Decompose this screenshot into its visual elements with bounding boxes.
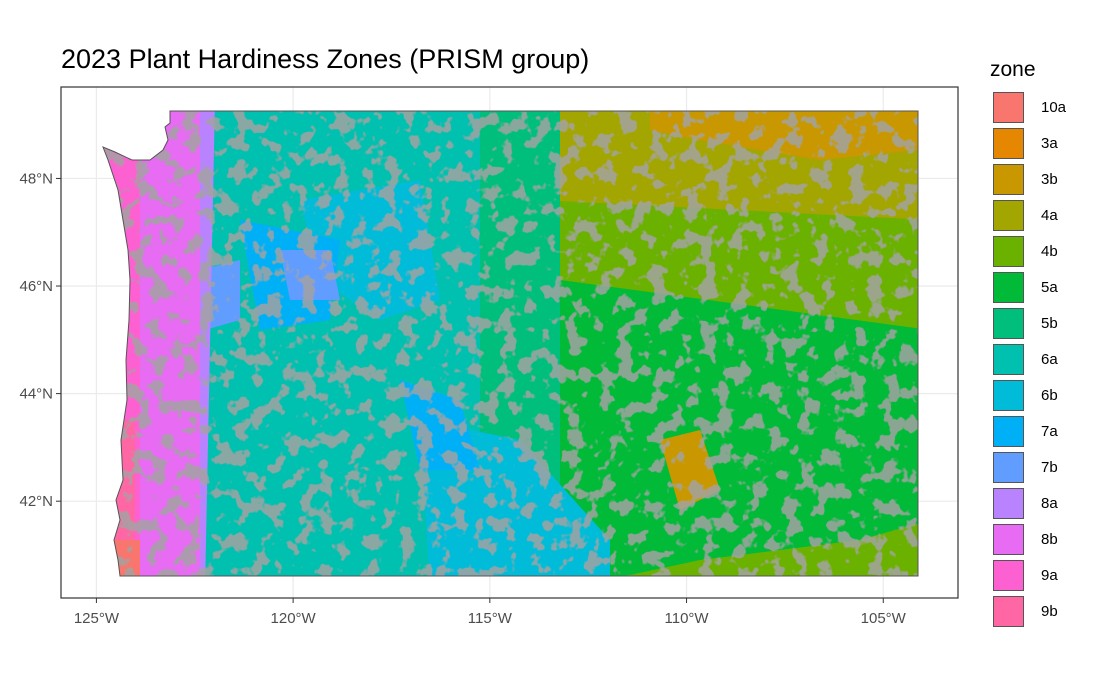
legend-item-6b: 6b — [990, 378, 1058, 414]
x-tick-label: 120°W — [271, 610, 317, 627]
legend-item-5a: 5a — [990, 270, 1058, 306]
zone-raster — [103, 111, 918, 576]
x-axis: 125°W 120°W 115°W 110°W 105°W — [74, 598, 907, 627]
x-tick-label: 125°W — [74, 610, 120, 627]
legend-swatch — [993, 164, 1024, 195]
y-tick-label: 42°N — [19, 493, 53, 510]
legend-title: zone — [990, 58, 1036, 81]
y-tick-label: 46°N — [19, 278, 53, 295]
legend-label: 7a — [1041, 423, 1058, 440]
legend-swatch — [993, 488, 1024, 519]
chart-title: 2023 Plant Hardiness Zones (PRISM group) — [61, 44, 590, 74]
legend-label: 10a — [1041, 99, 1067, 116]
legend-item-10a: 10a — [990, 90, 1066, 126]
legend-label: 6a — [1041, 351, 1058, 368]
legend-item-3b: 3b — [990, 162, 1058, 198]
legend-label: 5a — [1041, 279, 1058, 296]
x-tick-label: 110°W — [665, 610, 710, 627]
legend-item-4b: 4b — [990, 234, 1058, 270]
legend-swatch — [993, 128, 1024, 159]
legend-swatch — [993, 452, 1024, 483]
panel-border — [60, 86, 959, 599]
legend-swatch — [993, 560, 1024, 591]
legend-label: 4b — [1041, 243, 1058, 260]
legend-swatch — [993, 236, 1024, 267]
legend-swatch — [993, 416, 1024, 447]
legend-label: 3b — [1041, 171, 1058, 188]
legend-label: 5b — [1041, 315, 1058, 332]
legend-item-3a: 3a — [990, 126, 1058, 162]
legend-swatch — [993, 344, 1024, 375]
legend-label: 6b — [1041, 387, 1058, 404]
legend-item-7a: 7a — [990, 414, 1058, 450]
legend-swatch — [993, 524, 1024, 555]
x-tick-label: 105°W — [861, 610, 907, 627]
zone-contour-texture — [103, 111, 918, 576]
legend-item-8a: 8a — [990, 486, 1058, 522]
legend-label: 4a — [1041, 207, 1058, 224]
legend-label: 9a — [1041, 567, 1058, 584]
legend-item-7b: 7b — [990, 450, 1058, 486]
legend-item-9b: 9b — [990, 594, 1058, 630]
legend-item-5b: 5b — [990, 306, 1058, 342]
legend-item-6a: 6a — [990, 342, 1058, 378]
legend-item-9a: 9a — [990, 558, 1058, 594]
legend-label: 8a — [1041, 495, 1058, 512]
legend-swatch — [993, 596, 1024, 627]
legend-item-4a: 4a — [990, 198, 1058, 234]
y-tick-label: 48°N — [19, 170, 53, 187]
legend-swatch — [993, 380, 1024, 411]
legend-label: 3a — [1041, 135, 1058, 152]
region-outline — [102, 110, 919, 577]
y-axis: 48°N 46°N 44°N 42°N — [19, 170, 61, 510]
legend-swatch — [993, 272, 1024, 303]
legend-item-8b: 8b — [990, 522, 1058, 558]
legend-label: 7b — [1041, 459, 1058, 476]
legend-swatch — [993, 308, 1024, 339]
legend-swatch — [993, 92, 1024, 123]
legend-label: 9b — [1041, 603, 1058, 620]
y-tick-label: 44°N — [19, 386, 53, 403]
x-tick-label: 115°W — [468, 610, 513, 627]
legend-swatch — [993, 200, 1024, 231]
legend: zone 10a 3a 3b 4a 4b 5a 5b 6a 6b 7a 7b 8a 8b 9a 9b — [990, 58, 1066, 630]
legend-label: 8b — [1041, 531, 1058, 548]
